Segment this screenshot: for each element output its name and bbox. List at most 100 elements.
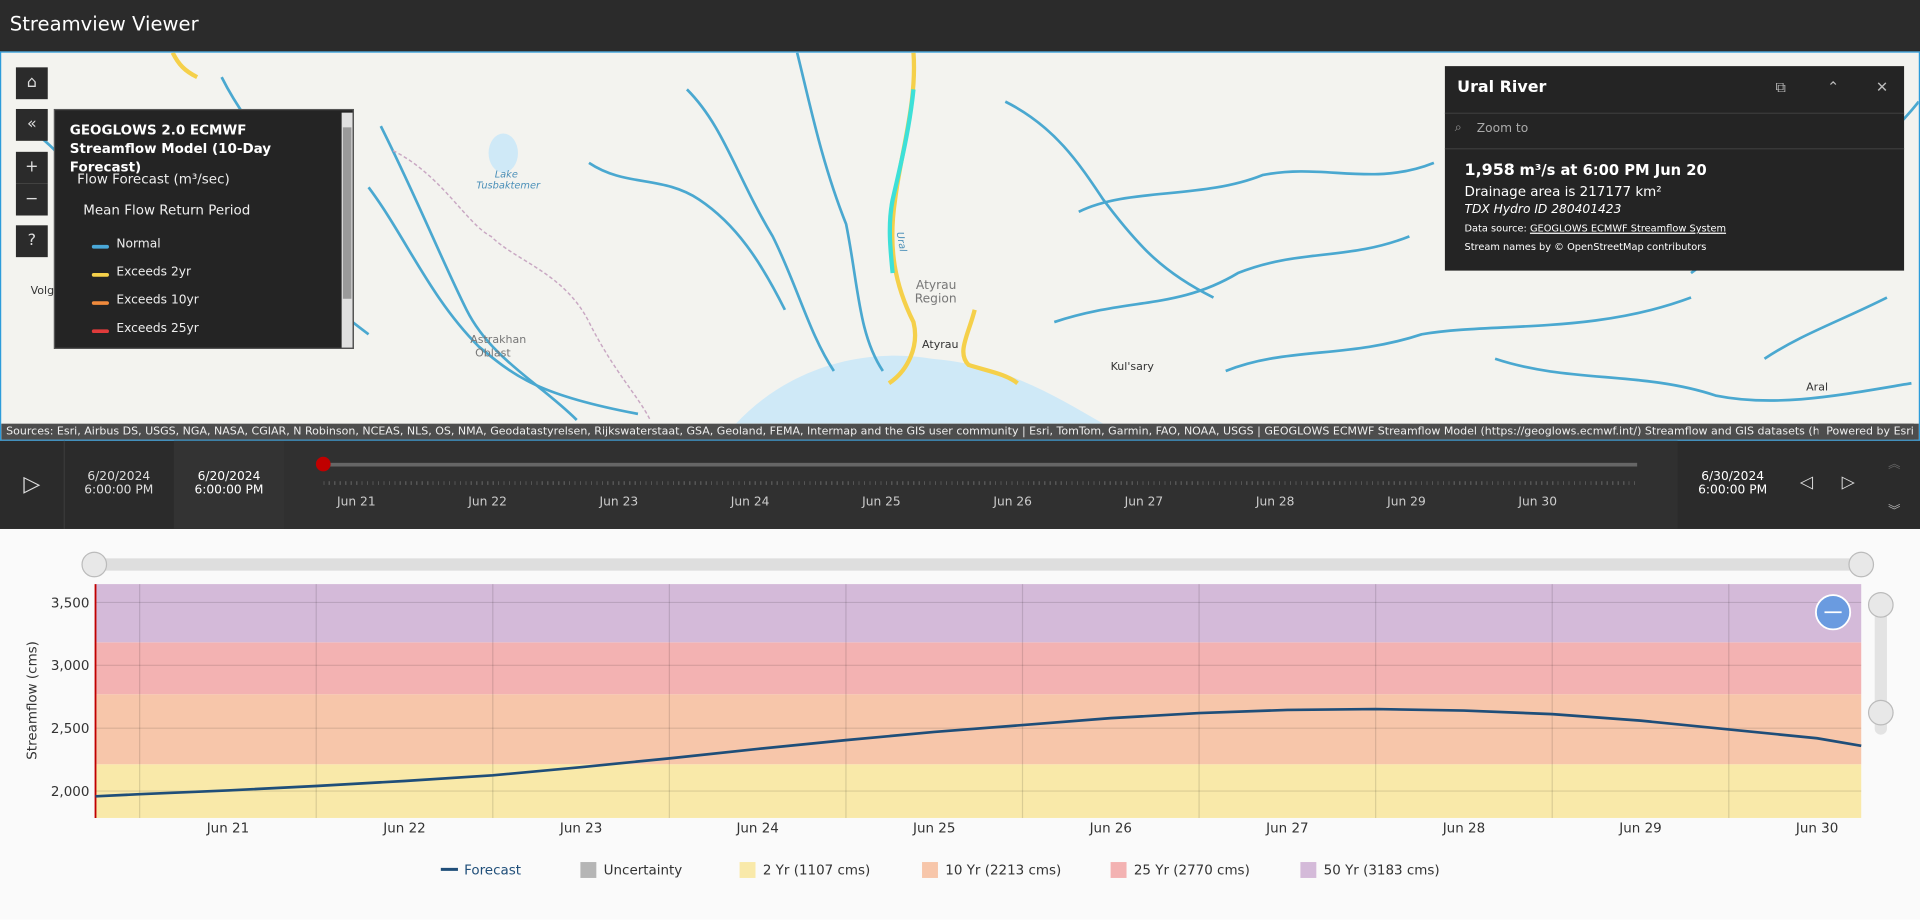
collapse-button[interactable]: ⌃ [1826,78,1840,96]
legend-panel: GEOGLOWS 2.0 ECMWF Streamflow Model (10-… [53,108,354,349]
legend-label: 50 Yr (3183 cms) [1324,863,1440,878]
legend-swatch [1110,862,1127,878]
expand-up[interactable]: ︽ [1888,457,1901,472]
map-label: Tusbaktemer [476,180,541,192]
river-exceeds [961,309,1019,386]
range-handle[interactable] [81,551,108,578]
legend-label: 2 Yr (1107 cms) [763,863,870,878]
scroll-thumb[interactable] [342,127,352,299]
drainage: Drainage area is 217177 km² [1464,183,1662,200]
powered-by: Powered by Esri [1818,423,1914,440]
legend-label: 10 Yr (2213 cms) [945,863,1061,878]
play-button[interactable]: ▷ [0,440,65,529]
zoom-to[interactable]: Zoom to [1476,122,1529,136]
current-clock: 6:00:00 PM [194,483,264,498]
flow-unit: m³/s at 6:00 PM Jun 20 [1519,161,1707,179]
slider-tick-label: Jun 27 [1124,495,1164,510]
slider-tick-label: Jun 29 [1387,495,1426,510]
time-slider: ▷ 6/20/2024 6:00:00 PM 6/20/2024 6:00:00… [0,440,1920,529]
home-button[interactable]: ⌂ [15,67,48,100]
x-tick-label: Jun 21 [206,822,249,837]
x-tick-label: Jun 30 [1795,822,1838,837]
previous-button[interactable]: ◁ [1800,472,1814,493]
slider-tick-label: Jun 21 [337,495,376,510]
y-tick-label: 3,500 [51,596,90,611]
legend-swatch [91,301,109,305]
slider-track[interactable] [323,462,1638,467]
source-label: Data source: [1464,222,1527,234]
range-track[interactable] [94,558,1862,571]
credits: Stream names by © OpenStreetMap contribu… [1464,241,1707,253]
action-bar [1444,112,1905,150]
slider-thumb[interactable] [315,456,331,472]
map-label: Lake [494,168,518,181]
map-label: Atyrau [915,279,957,293]
source-link[interactable]: GEOGLOWS ECMWF Streamflow System [1529,222,1727,234]
legend-label: Forecast [464,863,521,878]
border [392,149,651,421]
range-handle[interactable] [1848,551,1875,578]
return-period-band [95,584,1862,643]
x-tick-label: Jun 29 [1618,822,1661,837]
x-tick-label: Jun 23 [559,822,602,837]
zoom-in-button[interactable]: + [15,151,48,184]
dock-button[interactable]: ⧉ [1775,78,1787,96]
forecast-line [95,707,1862,798]
x-tick-label: Jun 26 [1089,822,1132,837]
flow-line: 1,958 m³/s at 6:00 PM Jun 20 [1464,162,1706,180]
map-label: Aral [1806,382,1829,395]
header: Streamview Viewer [0,0,1920,52]
x-tick-label: Jun 25 [912,822,955,837]
slider-tick-label: Jun 22 [468,495,507,510]
close-button[interactable]: ✕ [1875,78,1889,96]
map-label: Astrakhan [470,334,527,347]
start-date: 6/20/2024 [87,470,151,484]
return-period-band [95,764,1862,818]
legend-swatch [91,273,109,277]
start-time: 6/20/2024 6:00:00 PM [64,470,174,497]
legend-swatch [739,862,756,878]
x-tick-label: Jun 28 [1442,822,1485,837]
map-label: Oblast [475,347,511,361]
map-label: Atyrau [922,339,959,352]
expand-down[interactable]: ︾ [1888,504,1901,518]
legend-swatch [580,862,597,878]
help-button[interactable]: ? [15,225,48,258]
legend-item: Exceeds 2yr [116,265,192,280]
scrollbar[interactable] [341,112,353,348]
data-source: Data source: GEOGLOWS ECMWF Streamflow S… [1464,223,1726,234]
sea [735,355,1104,424]
slider-tick-label: Jun 25 [862,495,901,510]
zoom-icon[interactable]: ⌕ [1454,121,1462,135]
current-time: 6/20/2024 6:00:00 PM [173,440,285,529]
slider-area: Jun 21 Jun 22 Jun 23 Jun 24 Jun 25 Jun 26 Jun … [284,440,1678,529]
legend-layer: Flow Forecast (m³/sec) [77,171,230,188]
end-clock: 6:00:00 PM [1698,483,1768,498]
v-range-handle[interactable] [1867,699,1894,726]
map-label: Kul'sary [1110,361,1154,374]
end-date: 6/30/2024 [1701,470,1765,484]
slider-tick-label: Jun 23 [599,495,639,510]
chart: 2,000 2,500 3,000 3,500 Jun 21 Jun 22 Jun 23 Ju… [26,551,1894,878]
map-label: Volgo [30,285,55,298]
slider-tick-label: Jun 26 [993,495,1032,510]
legend-group: Mean Flow Return Period [83,202,251,218]
y-tick-label: 2,000 [51,785,90,800]
v-range-track[interactable] [1874,593,1887,735]
hydro-id: TDX Hydro ID 280401423 [1464,203,1622,217]
map-label: Region [914,292,957,307]
y-axis-label: Streamflow (cms) [26,641,41,760]
v-range-handle[interactable] [1867,592,1894,618]
legend-swatch [91,329,109,334]
legend-swatch [922,862,938,878]
end-time: 6/30/2024 6:00:00 PM [1678,470,1788,497]
next-button[interactable]: ▷ [1841,472,1855,493]
legend-label: Uncertainty [604,863,683,878]
y-tick-label: 2,500 [51,722,90,737]
popup-title: Ural River [1457,78,1547,97]
collapse-button[interactable]: « [15,108,48,141]
zoom-out-button[interactable]: − [15,183,48,216]
slider-tick-label: Jun 28 [1255,495,1295,510]
ural-selected [887,89,916,274]
